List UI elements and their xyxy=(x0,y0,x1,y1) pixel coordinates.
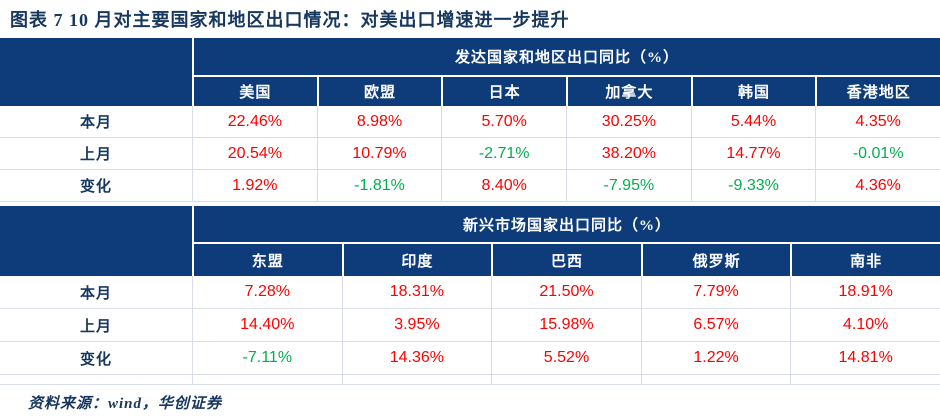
value-cell: -1.81% xyxy=(316,170,442,201)
column-header-india: 印度 xyxy=(341,242,492,276)
empty-cell xyxy=(790,375,940,384)
table-row-s2-last-month: 上月 14.40% 3.95% 15.98% 6.57% 4.10% xyxy=(0,309,940,342)
empty-cell xyxy=(192,375,342,384)
section2-column-header-row: 东盟 印度 巴西 俄罗斯 南非 xyxy=(0,242,940,276)
empty-cell xyxy=(640,375,791,384)
value-cell: 8.98% xyxy=(316,106,442,137)
value-cell: 3.95% xyxy=(341,309,492,341)
value-cell: 1.22% xyxy=(640,342,791,374)
section2-group-header: 新兴市场国家出口同比（%） xyxy=(192,206,940,242)
value-cell: 10.79% xyxy=(316,138,442,169)
empty-cell xyxy=(341,375,492,384)
table-row-s2-change: 变化 -7.11% 14.36% 5.52% 1.22% 14.81% xyxy=(0,342,940,375)
empty-cell xyxy=(0,375,192,384)
value-cell: 14.40% xyxy=(192,309,342,341)
section1-group-header: 发达国家和地区出口同比（%） xyxy=(192,38,940,75)
value-cell: 4.10% xyxy=(790,309,940,341)
value-cell: 21.50% xyxy=(491,276,641,308)
value-cell: 4.36% xyxy=(815,170,940,201)
table-row-s1-change: 变化 1.92% -1.81% 8.40% -7.95% -9.33% 4.36… xyxy=(0,170,940,202)
value-cell: 4.35% xyxy=(815,106,940,137)
column-header-asean: 东盟 xyxy=(192,242,342,276)
column-header-russia: 俄罗斯 xyxy=(640,242,791,276)
column-header-canada: 加拿大 xyxy=(566,75,691,106)
corner-cell-section2 xyxy=(0,242,192,276)
value-cell: 7.79% xyxy=(640,276,791,308)
row-label: 本月 xyxy=(79,285,112,302)
value-cell: 15.98% xyxy=(491,309,641,341)
column-header-hongkong: 香港地区 xyxy=(815,75,940,106)
value-cell: -0.01% xyxy=(815,138,940,169)
column-header-southafrica: 南非 xyxy=(790,242,940,276)
row-label: 本月 xyxy=(79,115,112,131)
value-cell: 5.44% xyxy=(690,106,816,137)
section1-group-header-row: 发达国家和地区出口同比（%） xyxy=(0,38,940,75)
column-header-korea: 韩国 xyxy=(690,75,816,106)
section2-group-header-row: 新兴市场国家出口同比（%） xyxy=(0,206,940,242)
value-cell: 18.31% xyxy=(341,276,492,308)
export-table: 发达国家和地区出口同比（%） 美国 欧盟 日本 加拿大 韩国 香港地区 本月 2… xyxy=(0,38,940,385)
table-row-s1-last-month: 上月 20.54% 10.79% -2.71% 38.20% 14.77% -0… xyxy=(0,138,940,170)
value-cell: 18.91% xyxy=(790,276,940,308)
value-cell: -9.33% xyxy=(690,170,816,201)
value-cell: 6.57% xyxy=(640,309,791,341)
table-row-s2-current-month: 本月 7.28% 18.31% 21.50% 7.79% 18.91% xyxy=(0,276,940,309)
value-cell: -7.11% xyxy=(192,342,342,374)
corner-cell-section1 xyxy=(0,38,192,75)
value-cell: 5.52% xyxy=(491,342,641,374)
value-cell: 20.54% xyxy=(192,138,317,169)
table-row-s1-current-month: 本月 22.46% 8.98% 5.70% 30.25% 5.44% 4.35% xyxy=(0,106,940,138)
value-cell: 22.46% xyxy=(192,106,317,137)
value-cell: -7.95% xyxy=(566,170,691,201)
column-header-japan: 日本 xyxy=(441,75,567,106)
value-cell: 30.25% xyxy=(566,106,691,137)
column-header-brazil: 巴西 xyxy=(491,242,641,276)
corner-cell-section1 xyxy=(0,75,192,106)
value-cell: 14.77% xyxy=(690,138,816,169)
value-cell: 8.40% xyxy=(441,170,566,201)
row-label: 上月 xyxy=(79,147,112,163)
row-label: 变化 xyxy=(79,351,112,368)
table-bottom-empty-row xyxy=(0,375,940,385)
column-header-usa: 美国 xyxy=(192,75,317,106)
value-cell: -2.71% xyxy=(441,138,566,169)
row-label: 上月 xyxy=(79,318,112,335)
empty-cell xyxy=(491,375,641,384)
column-header-eu: 欧盟 xyxy=(316,75,442,106)
value-cell: 38.20% xyxy=(566,138,691,169)
value-cell: 14.81% xyxy=(790,342,940,374)
figure-title: 图表 7 10 月对主要国家和地区出口情况：对美出口增速进一步提升 xyxy=(10,10,570,30)
section1-column-header-row: 美国 欧盟 日本 加拿大 韩国 香港地区 xyxy=(0,75,940,106)
value-cell: 14.36% xyxy=(341,342,492,374)
corner-cell-section2 xyxy=(0,206,192,242)
source-note: 资料来源：wind，华创证券 xyxy=(28,396,223,412)
value-cell: 7.28% xyxy=(192,276,342,308)
value-cell: 5.70% xyxy=(441,106,566,137)
row-label: 变化 xyxy=(79,179,112,195)
value-cell: 1.92% xyxy=(192,170,317,201)
